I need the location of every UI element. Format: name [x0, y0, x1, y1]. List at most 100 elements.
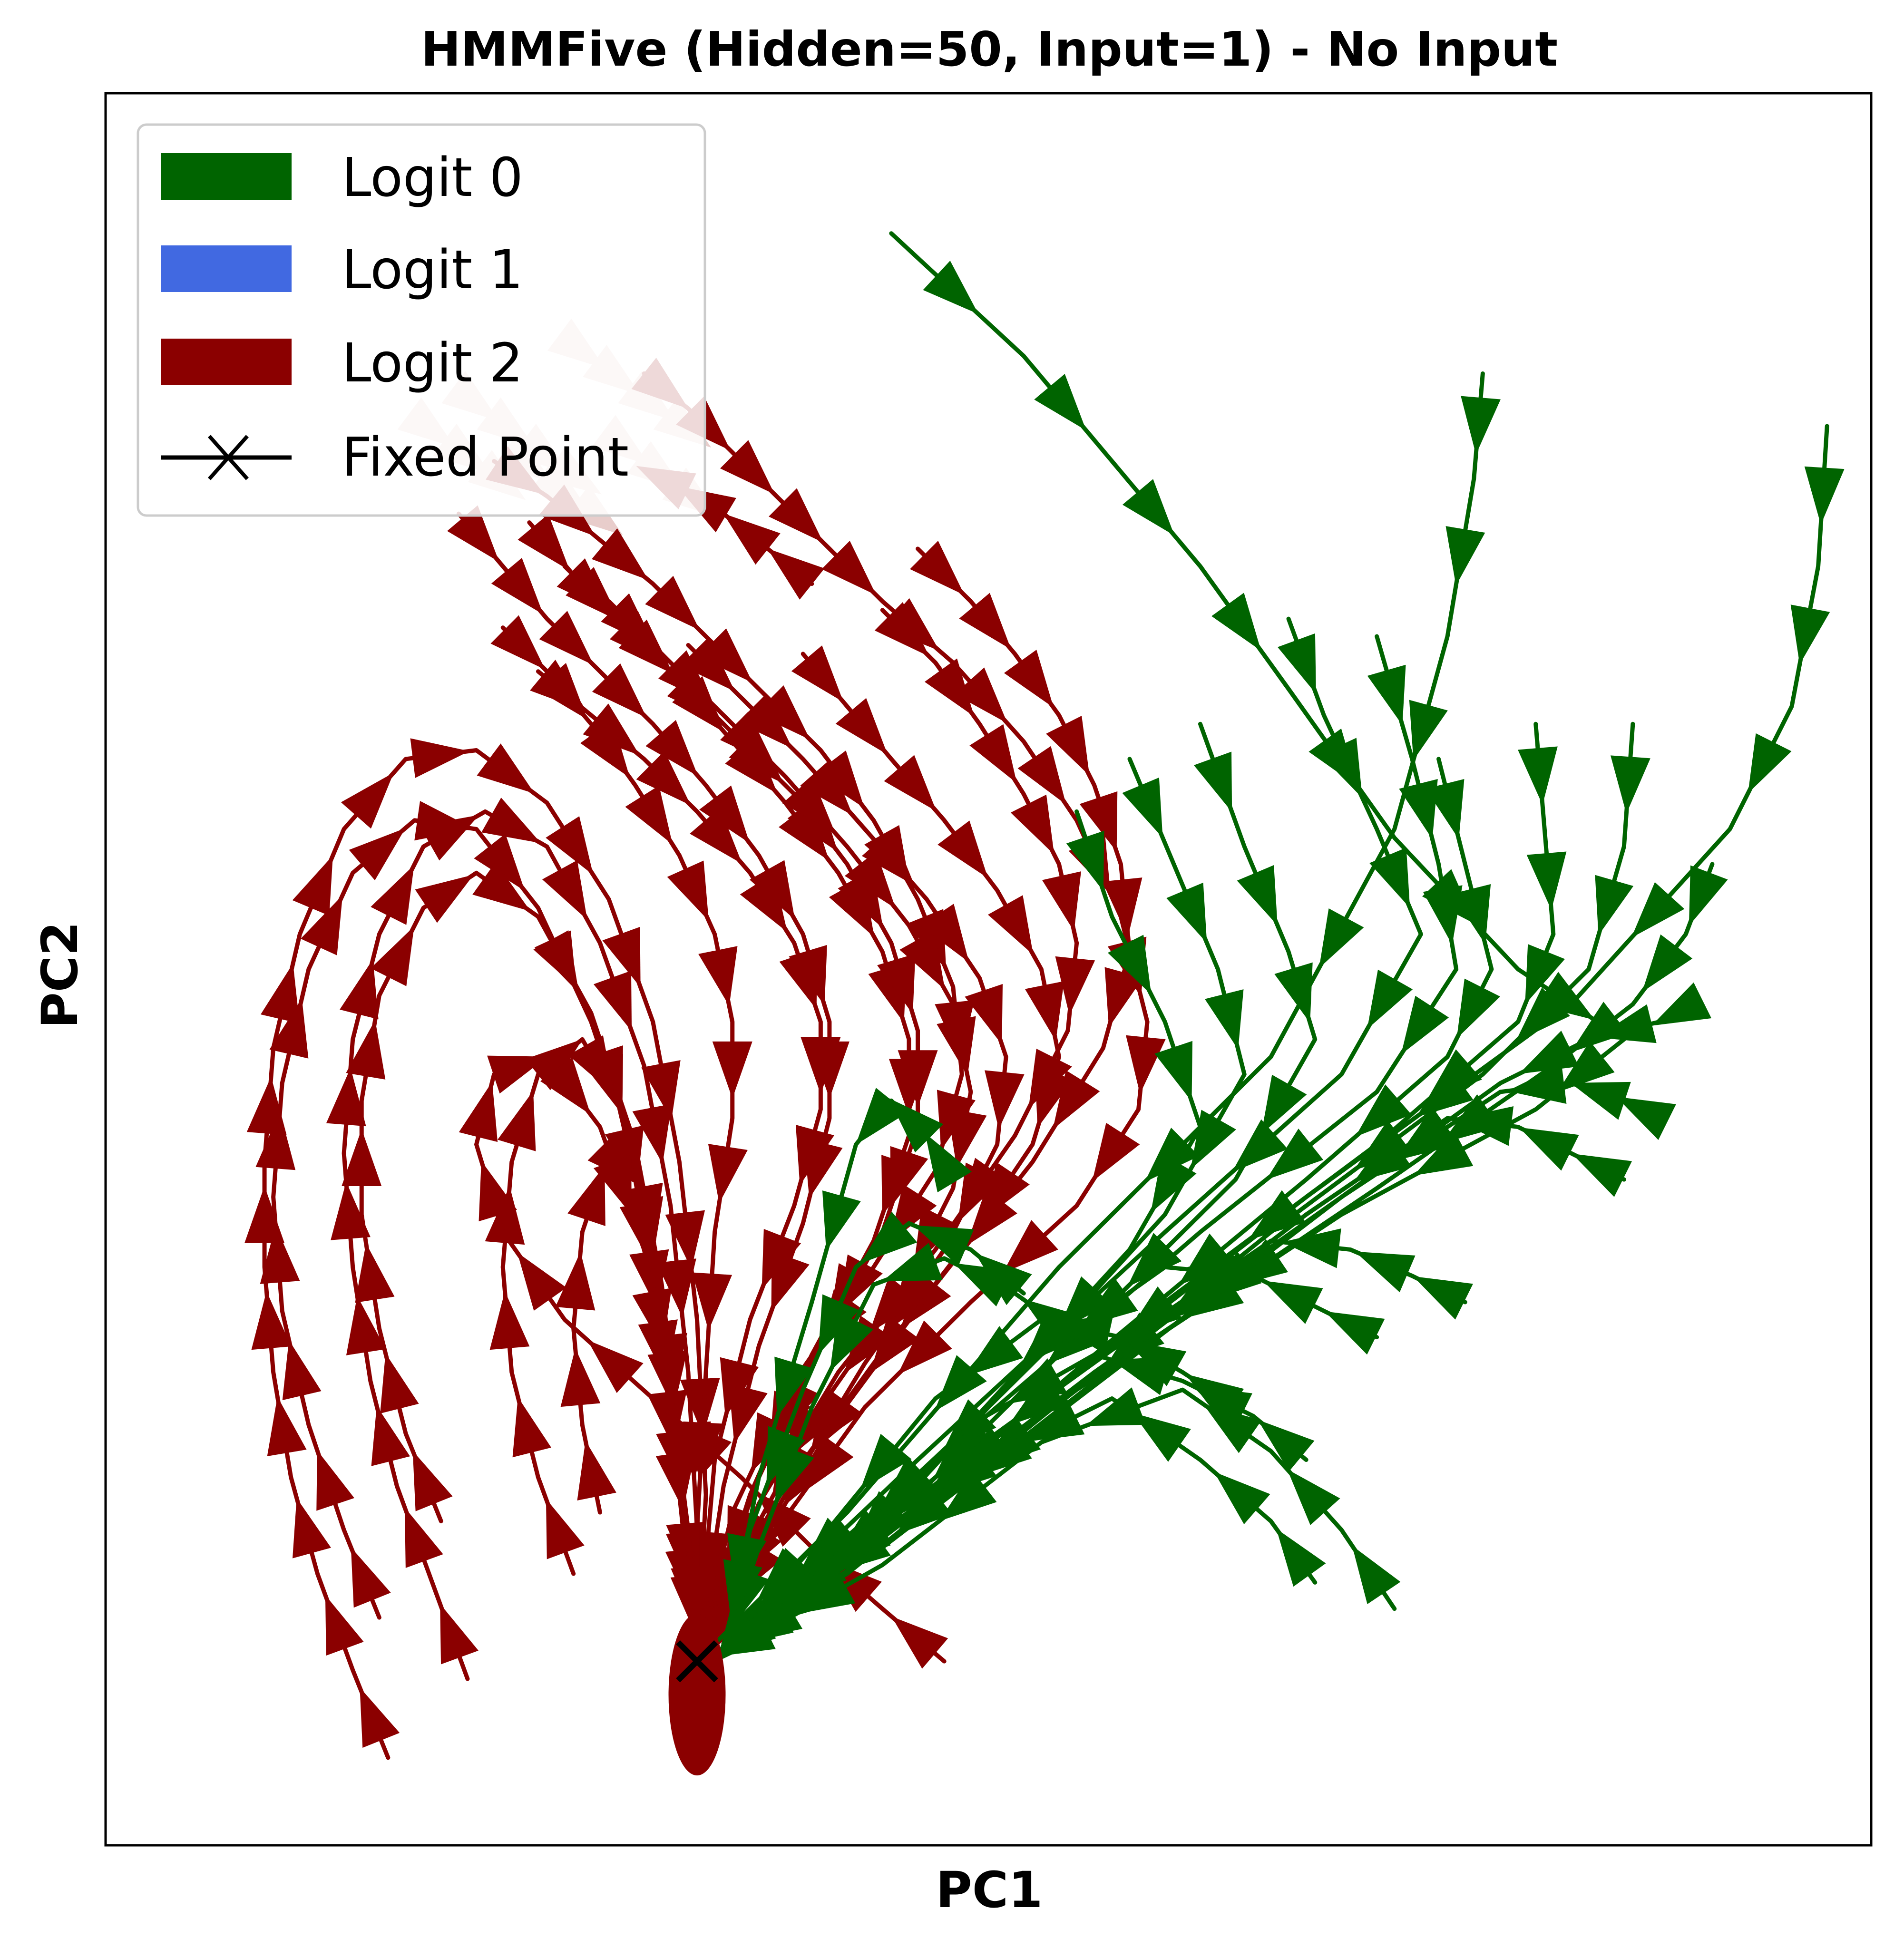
arrow-head — [985, 1070, 1025, 1129]
arrow-head — [814, 750, 865, 809]
arrow-head — [567, 1165, 605, 1226]
arrow-head — [1211, 593, 1261, 651]
arrow-head — [632, 1104, 672, 1164]
arrow-head — [1066, 830, 1104, 891]
arrow-head — [478, 1161, 517, 1222]
arrow-head — [447, 505, 499, 562]
arrow-head — [1104, 967, 1143, 1028]
arrow-head — [877, 954, 916, 1014]
arrow-head — [954, 667, 1008, 723]
legend-label-logit-2: Logit 2 — [342, 332, 523, 394]
x-axis-label: PC1 — [936, 1861, 1043, 1919]
arrow-head — [1248, 1190, 1306, 1241]
arrow-head — [1287, 1469, 1340, 1525]
arrow-head — [1454, 1106, 1514, 1146]
arrow-head — [910, 541, 965, 595]
arrow-head — [1263, 1280, 1323, 1324]
arrow-head — [937, 820, 988, 878]
arrow-head — [715, 1613, 776, 1657]
arrow-head — [1108, 935, 1152, 995]
arrow-head — [834, 1509, 891, 1561]
arrow-head — [680, 637, 735, 692]
arrow-head — [692, 1272, 732, 1331]
arrow-head — [698, 628, 753, 683]
arrow-head — [535, 663, 587, 720]
arrow-head — [656, 1258, 696, 1317]
arrow-head — [340, 959, 379, 1020]
arrow-head — [546, 816, 594, 875]
arrow-head — [1002, 1220, 1058, 1274]
arrow-head — [958, 1158, 1008, 1216]
arrow-head — [1133, 1412, 1191, 1462]
arrow-head — [1570, 1081, 1631, 1120]
arrow-head — [800, 759, 853, 816]
arrow-head — [925, 1133, 972, 1193]
arrow-head — [934, 1355, 987, 1412]
arrow-head — [869, 1315, 920, 1374]
arrow-head — [1518, 746, 1558, 805]
arrow-head — [712, 1041, 752, 1099]
arrow-head — [764, 1561, 820, 1615]
arrow-head — [1445, 526, 1485, 586]
legend-label-logit-0: Logit 0 — [342, 147, 523, 209]
arrow-head — [969, 724, 1017, 783]
arrow-head — [698, 946, 738, 1006]
arrow-head — [1595, 875, 1634, 935]
arrow-head — [1790, 604, 1830, 664]
arrow-head — [1017, 746, 1066, 805]
arrow-head — [723, 513, 781, 565]
trajectory-line — [686, 643, 1008, 1664]
arrow-head — [593, 1154, 632, 1215]
arrow-head — [267, 1396, 307, 1456]
arrow-head — [1274, 962, 1313, 1023]
arrow-head — [818, 1294, 859, 1355]
arrow-head — [966, 1188, 1017, 1246]
arrow-head — [933, 1425, 987, 1480]
arrow-head — [1181, 1254, 1240, 1295]
arrow-head — [890, 1146, 928, 1207]
arrow-head — [879, 1456, 935, 1510]
arrow-head — [658, 650, 713, 705]
arrow-head — [355, 1243, 395, 1303]
legend-x-marker-icon — [208, 435, 249, 480]
arrow-head — [787, 794, 838, 852]
arrow-head — [988, 895, 1034, 955]
arrow-head — [326, 1068, 366, 1127]
arrow-head — [1399, 779, 1438, 839]
arrow-head — [1515, 987, 1570, 1042]
arrow-head — [601, 593, 656, 648]
legend-entry-logit-1: Logit 1 — [161, 239, 523, 301]
arrow-head — [412, 1451, 453, 1511]
arrow-head — [1122, 777, 1163, 838]
arrow-head — [844, 851, 896, 909]
arrow-head — [260, 963, 300, 1024]
arrow-head — [1126, 1035, 1166, 1094]
arrow-head — [517, 514, 570, 571]
arrow-head — [795, 1125, 834, 1185]
arrow-head — [1278, 633, 1316, 694]
arrow-head — [580, 720, 630, 778]
arrow-head — [546, 1499, 585, 1559]
arrow-head — [557, 558, 612, 613]
arrow-head — [1144, 1128, 1200, 1182]
arrow-head — [821, 541, 877, 595]
arrow-head — [1042, 871, 1081, 932]
arrow-head — [729, 1383, 768, 1444]
arrow-head — [1452, 884, 1491, 945]
trajectory-layer — [244, 231, 1845, 1776]
arrow-head — [856, 1088, 908, 1145]
arrow-head — [897, 1320, 952, 1375]
arrow-head — [371, 926, 414, 986]
arrow-head — [474, 834, 525, 891]
arrow-head — [947, 1108, 987, 1169]
arrow-head — [1053, 1070, 1100, 1130]
arrow-head — [690, 808, 742, 864]
arrow-head — [699, 785, 750, 843]
y-axis-label: PC2 — [31, 922, 89, 1029]
arrow-head — [1320, 738, 1363, 798]
legend-label-fixed-point: Fixed Point — [342, 427, 629, 488]
arrow-head — [874, 602, 929, 657]
arrow-head — [260, 1225, 300, 1284]
arrow-head — [645, 575, 700, 631]
